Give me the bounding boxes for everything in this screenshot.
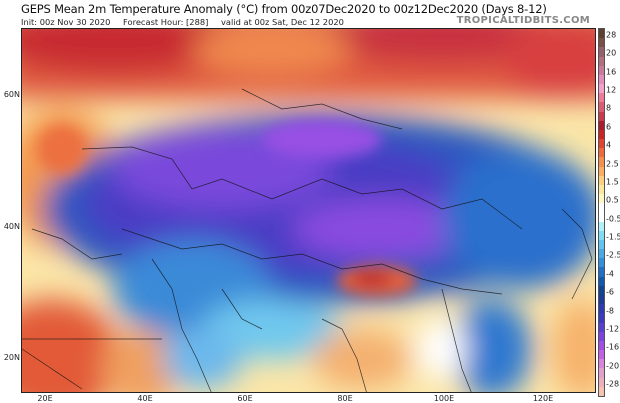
colorbar-segment: [599, 221, 604, 231]
colorbar-tick-label: -20: [606, 361, 620, 371]
map-title: GEPS Mean 2m Temperature Anomaly (°C) fr…: [21, 2, 547, 16]
colorbar-segment: [599, 239, 604, 250]
colorbar-segment: [599, 84, 604, 94]
colorbar-segment: [599, 139, 604, 149]
colorbar-segment: [599, 359, 604, 369]
colorbar-tick-label: -1.5: [606, 232, 620, 242]
colorbar-tick-label: 8: [606, 103, 612, 113]
colorbar-segment: [599, 120, 604, 130]
init-time: Init: 00z Nov 30 2020: [21, 17, 111, 27]
colorbar-segment: [599, 368, 604, 378]
colorbar-segment: [599, 175, 604, 185]
lat-label-60n: 60N: [3, 90, 20, 99]
colorbar-segment: [599, 285, 604, 295]
colorbar-segment: [599, 47, 604, 57]
colorbar-segment: [599, 212, 604, 222]
colorbar-segment: [599, 111, 604, 121]
colorbar-tick-label: -28: [606, 379, 620, 389]
colorbar-tick-label: -8: [606, 306, 614, 316]
colorbar-segment: [599, 276, 604, 286]
lon-label-60e: 60E: [237, 394, 253, 403]
colorbar-segment: [599, 203, 604, 213]
colorbar-tick-label: 0.5: [606, 195, 619, 205]
brand-watermark: TROPICALTIDBITS.COM: [456, 15, 590, 26]
colorbar-segment: [599, 74, 604, 85]
colorbar-segment: [599, 129, 604, 140]
colorbar-segment: [599, 194, 604, 204]
anomaly-field: [22, 29, 595, 392]
lat-label-40n: 40N: [3, 222, 20, 231]
colorbar-tick-label: -16: [606, 342, 620, 352]
colorbar-segment: [599, 65, 604, 75]
colorbar-tick-label: 20: [606, 48, 617, 58]
valid-time: valid at 00z Sat, Dec 12 2020: [221, 17, 344, 27]
colorbar-segment: [599, 93, 604, 103]
temperature-anomaly-map: [21, 28, 596, 393]
lon-label-100e: 100E: [433, 394, 455, 403]
lat-label-20n: 20N: [3, 353, 20, 362]
colorbar-segment: [599, 157, 604, 167]
colorbar-tick-label: 1.5: [606, 177, 619, 187]
lon-label-80e: 80E: [337, 394, 353, 403]
colorbar-segment: [599, 313, 604, 323]
colorbar-segment: [599, 377, 604, 387]
colorbar-segment: [599, 350, 604, 360]
colorbar-segment: [599, 29, 604, 39]
colorbar-tick-label: -0.5: [606, 214, 620, 224]
colorbar-tick-label: 12: [606, 85, 617, 95]
colorbar-segment: [599, 102, 604, 112]
colorbar-tick-label: 4: [606, 140, 612, 150]
colorbar-segment: [599, 56, 604, 66]
colorbar-segment: [599, 340, 604, 351]
forecast-hour: Forecast Hour: [288]: [123, 17, 209, 27]
colorbar-tick-label: -12: [606, 324, 620, 334]
colorbar-tick-label: 28: [606, 30, 617, 40]
colorbar-segment: [599, 386, 604, 396]
colorbar: [598, 28, 605, 397]
lon-label-20e: 20E: [37, 394, 53, 403]
colorbar-segment: [599, 249, 604, 259]
colorbar-tick-label: -4: [606, 269, 614, 279]
lon-label-40e: 40E: [137, 394, 153, 403]
colorbar-segment: [599, 148, 604, 158]
map-subtitle: Init: 00z Nov 30 2020 Forecast Hour: [28…: [21, 17, 354, 27]
colorbar-tick-label: -2.5: [606, 250, 620, 260]
colorbar-segment: [599, 331, 604, 341]
lon-label-120e: 120E: [532, 394, 554, 403]
colorbar-segment: [599, 38, 604, 48]
colorbar-segment: [599, 258, 604, 268]
colorbar-tick-label: 2.5: [606, 159, 619, 169]
colorbar-segment: [599, 322, 604, 332]
colorbar-segment: [599, 230, 604, 240]
colorbar-tick-label: 16: [606, 67, 617, 77]
colorbar-segment: [599, 294, 604, 305]
colorbar-segment: [599, 166, 604, 176]
colorbar-segment: [599, 304, 604, 314]
colorbar-tick-label: -6: [606, 287, 614, 297]
colorbar-tick-label: 6: [606, 122, 612, 132]
colorbar-segment: [599, 267, 604, 277]
colorbar-segment: [599, 184, 604, 195]
